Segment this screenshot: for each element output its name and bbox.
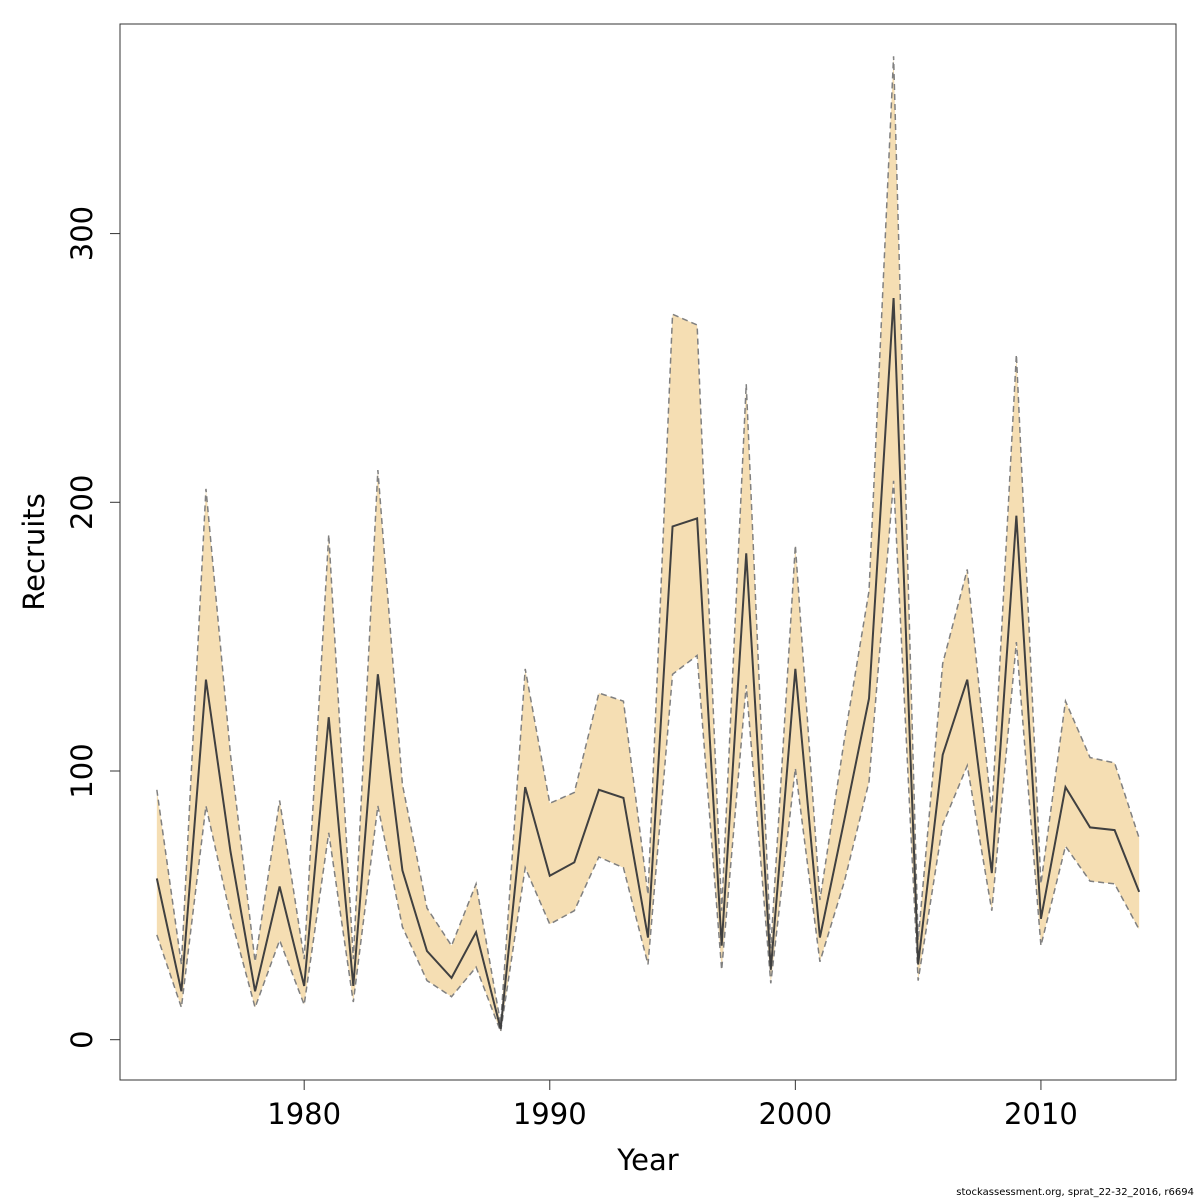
x-tick-label: 1990 [513, 1097, 587, 1131]
x-tick-label: 2010 [1004, 1097, 1078, 1131]
y-tick-label: 100 [65, 743, 99, 798]
y-tick-label: 0 [65, 1030, 99, 1048]
y-axis-label: Recruits [17, 493, 51, 610]
plot-frame [119, 23, 1177, 1081]
x-tick-label: 2000 [758, 1097, 832, 1131]
upper-bound-line [156, 56, 1140, 1024]
y-axis: 0 100 200 300 [65, 206, 120, 1049]
x-axis-label: Year [616, 1143, 678, 1177]
x-axis: 1980 1990 2000 2010 [267, 1080, 1078, 1131]
footer-credit: stockassessment.org, sprat_22-32_2016, r… [956, 1187, 1194, 1198]
y-tick-label: 300 [65, 206, 99, 261]
lines-layer [155, 56, 1141, 1035]
x-tick-label: 1980 [267, 1097, 341, 1131]
estimate-line [155, 298, 1141, 1030]
y-tick-label: 200 [65, 475, 99, 530]
confidence-band [156, 56, 1140, 1032]
lower-bound-line [156, 480, 1140, 1035]
confidence-band-layer [156, 56, 1140, 1032]
